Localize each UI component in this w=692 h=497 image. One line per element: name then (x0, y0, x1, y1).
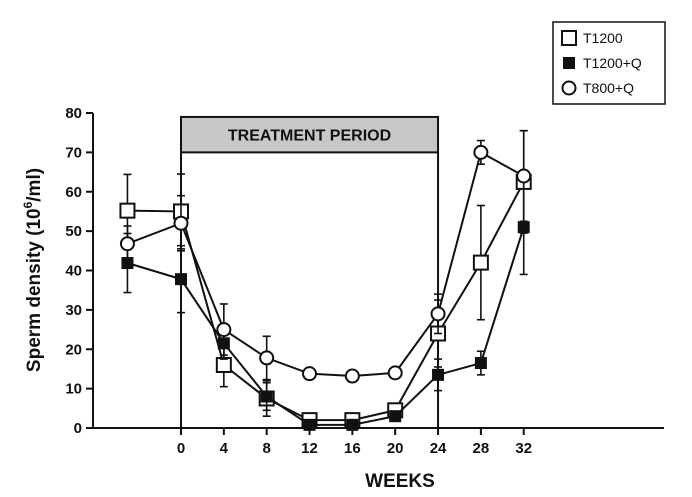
data-point (173, 215, 189, 231)
data-point (259, 350, 275, 366)
data-series (119, 129, 532, 431)
y-tick-label: 80 (65, 105, 82, 122)
legend: T1200 T1200+Q T800+Q (552, 21, 666, 105)
y-tick-label: 50 (65, 223, 82, 240)
series-line (127, 226, 525, 426)
x-axis-title: WEEKS (365, 471, 435, 492)
data-point (516, 168, 532, 184)
x-tick-label: 8 (263, 440, 271, 457)
x-tick-label: 12 (301, 440, 318, 457)
axes: 0 10 20 30 40 50 60 70 80 0 4 8 12 16 20 24 28 32 (65, 105, 664, 457)
treatment-band-rect (180, 115, 440, 154)
y-tick-label: 60 (65, 184, 82, 201)
data-point (215, 357, 232, 373)
data-point (216, 322, 232, 338)
data-point (474, 357, 487, 370)
x-tick-label: 0 (177, 440, 185, 457)
legend-marker (561, 30, 577, 46)
series-t800-q (119, 129, 532, 384)
data-point (387, 365, 403, 381)
data-point (389, 410, 402, 423)
legend-label: T1200 (583, 30, 623, 46)
data-point (260, 390, 273, 403)
y-tick-label: 20 (65, 341, 82, 358)
legend-marker (563, 57, 575, 69)
data-point (175, 273, 187, 286)
x-tick-label: 28 (473, 440, 490, 457)
y-axis-title-superscript: 6 (21, 201, 35, 208)
legend-label: T1200+Q (583, 55, 642, 71)
y-axis-title-main: Sperm density (10 (24, 208, 45, 372)
y-tick-label: 70 (65, 144, 82, 161)
treatment-period-band: TREATMENT PERIOD (180, 115, 440, 428)
legend-label: T800+Q (583, 80, 634, 96)
series-line (127, 150, 525, 378)
data-point (473, 144, 489, 160)
data-point (472, 254, 489, 271)
y-tick-label: 30 (65, 302, 82, 319)
x-tick-label: 4 (220, 440, 229, 457)
data-point (346, 418, 359, 431)
data-point (119, 236, 135, 252)
treatment-band-label: TREATMENT PERIOD (228, 128, 391, 145)
x-tick-label: 16 (344, 440, 361, 457)
data-point (430, 306, 446, 322)
legend-marker (561, 80, 577, 96)
series-line (127, 181, 525, 422)
data-point (432, 368, 445, 381)
y-axis-title: Sperm density (106/ml) (21, 168, 45, 372)
y-tick-label: 0 (74, 420, 82, 437)
y-axis-title-tail: /ml) (24, 168, 45, 202)
data-point (119, 202, 136, 219)
x-tick-label: 32 (515, 440, 532, 457)
data-point (344, 368, 360, 384)
y-tick-label: 10 (65, 381, 82, 398)
x-tick-label: 20 (387, 440, 404, 457)
data-point (302, 366, 318, 382)
x-tick-label: 24 (430, 440, 447, 457)
data-point (303, 418, 316, 431)
data-point (517, 221, 530, 234)
y-tick-label: 40 (65, 263, 82, 280)
